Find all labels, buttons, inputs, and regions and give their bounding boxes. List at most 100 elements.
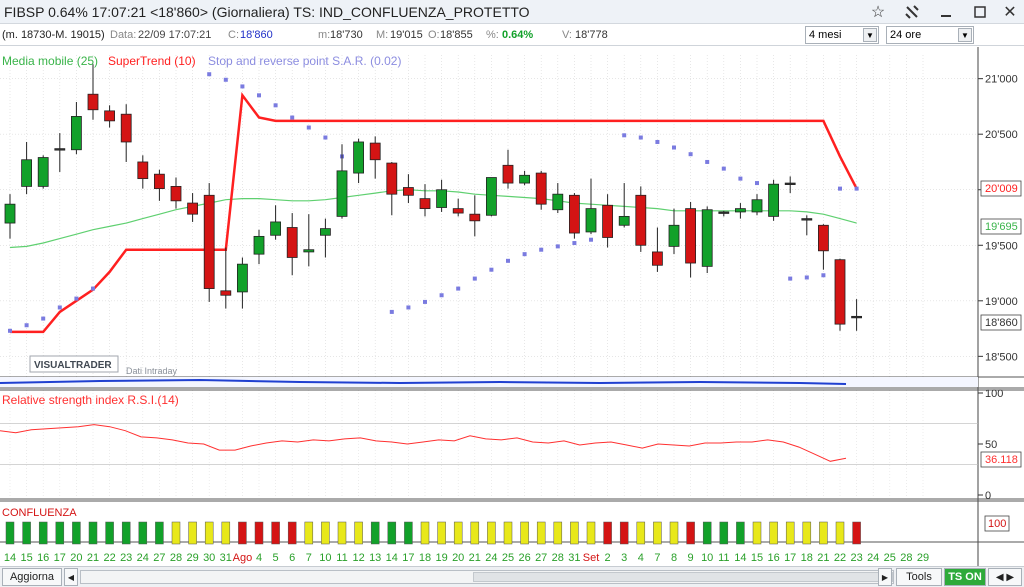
confluenza-bar (752, 521, 762, 545)
candle-body (469, 213, 481, 222)
update-button[interactable]: Aggiorna (2, 568, 62, 586)
window-title: FIBSP 0.64% 17:07:21 <18'860> (Giornalie… (4, 4, 530, 20)
y-tick-label: 19'000 (985, 296, 1018, 308)
x-axis-label: 30 (203, 552, 215, 564)
candle (270, 205, 282, 240)
candle-body (602, 204, 613, 238)
horizontal-scrollbar[interactable] (80, 570, 894, 584)
max-value: 19'015 (390, 29, 423, 41)
sar-dot (290, 115, 295, 120)
maximize-icon[interactable] (966, 0, 994, 24)
y-tick-label: 18'500 (985, 351, 1018, 363)
scroll-thumb[interactable] (473, 572, 893, 582)
sar-dot (57, 305, 62, 310)
x-axis-label: 5 (273, 552, 279, 564)
sma-line (9, 189, 857, 249)
minimize-icon[interactable] (932, 0, 960, 24)
candle-body (618, 215, 630, 226)
label-price-last: 18'860 (985, 317, 1018, 329)
x-axis-label: 21 (469, 552, 481, 564)
candle (286, 213, 298, 276)
volume-strip (0, 377, 978, 387)
sar-dot (456, 286, 461, 291)
confluenza-bar (669, 521, 679, 545)
candle (236, 257, 248, 309)
playback-controls[interactable]: ◀ ▶ (988, 568, 1022, 586)
x-axis-label: 24 (867, 552, 879, 564)
sar-dot (506, 258, 510, 263)
x-axis-label: 28 (552, 552, 564, 564)
confluenza-bar (188, 521, 197, 545)
x-axis-label: 15 (20, 552, 32, 564)
candle-body (436, 189, 448, 208)
rsi-line: 100 50 0 (0, 388, 1003, 502)
candle-body (4, 203, 16, 224)
interval-select[interactable]: 24 ore ▼ (886, 26, 974, 44)
candle (336, 144, 348, 219)
close-icon[interactable]: ✕ (1003, 4, 1017, 21)
x-axis-label: 4 (256, 552, 262, 564)
open-value: 18'855 (440, 29, 473, 41)
confluenza-bar (636, 521, 646, 545)
candle-body (735, 208, 746, 213)
candle-body (718, 211, 730, 214)
sar-dot (489, 267, 494, 272)
sar-dot (838, 186, 842, 191)
bottom-toolbar: Aggiorna ◀ ▶ Tools TS ON ◀ ▶ (0, 566, 1024, 587)
data-label: Data: (110, 29, 137, 41)
sar-dot (306, 125, 311, 130)
scroll-right-button[interactable]: ▶ (878, 568, 892, 586)
sar-dot (389, 309, 394, 314)
sar-dot (721, 166, 726, 171)
watermark-sub: Dati Intraday (126, 366, 178, 376)
x-axis-label: 2 (605, 552, 611, 564)
candle (87, 64, 99, 120)
candle (618, 183, 630, 228)
candle-body (369, 142, 381, 161)
x-axis-labels: 14 15 16 17 20 21 22 23 24 27 28 29 30 31 Ago 4 5 6 7 10 11 1… (4, 552, 929, 564)
rsi-title: Relative strength index R.S.I.(14) (2, 393, 179, 407)
x-axis-label: 31 (220, 552, 232, 564)
period-select[interactable]: 4 mesi ▼ (805, 26, 879, 44)
star-icon[interactable]: ☆ (870, 4, 886, 21)
confluenza-bar (619, 521, 629, 545)
wrench-icon[interactable] (898, 0, 926, 24)
x-axis-label: 18 (419, 552, 431, 564)
x-axis-label: 13 (369, 552, 381, 564)
confluenza-bar (404, 521, 413, 545)
candle-body (685, 208, 696, 264)
confluenza-bar (769, 521, 778, 545)
x-axis-label: 17 (402, 552, 414, 564)
candle (751, 194, 763, 216)
ts-on-button[interactable]: TS ON (944, 568, 986, 586)
supertrend-path (10, 92, 858, 334)
confluenza-bar (287, 521, 297, 545)
confluenza-bar (321, 521, 330, 545)
x-axis-label: 20 (70, 552, 82, 564)
vol-value: 18'778 (575, 29, 608, 41)
price-labels: 20'009 19'695 18'860 (980, 180, 1022, 331)
candle (652, 227, 663, 272)
sar-dot (323, 135, 328, 140)
candle (469, 195, 481, 237)
candle-body (519, 174, 530, 184)
scroll-left-button[interactable]: ◀ (64, 568, 78, 586)
sar-dot (688, 152, 693, 157)
x-axis-label: 28 (170, 552, 182, 564)
sar-dot (539, 247, 544, 252)
confluenza-bar (138, 521, 148, 545)
x-axis-label: 24 (485, 552, 497, 564)
candle-body (652, 251, 663, 266)
candle-body (253, 235, 265, 255)
confluenza-bar (354, 521, 363, 545)
confluenza-bar (155, 521, 164, 545)
tools-button[interactable]: Tools (896, 568, 942, 586)
x-axis-label: 4 (638, 552, 644, 564)
x-axis-label: Set (583, 552, 600, 564)
confluenza-bar (72, 521, 81, 545)
candle-body (137, 161, 149, 180)
candle-body (220, 290, 232, 296)
confluenza-bar (785, 521, 795, 545)
confluenza-bar (254, 521, 264, 545)
